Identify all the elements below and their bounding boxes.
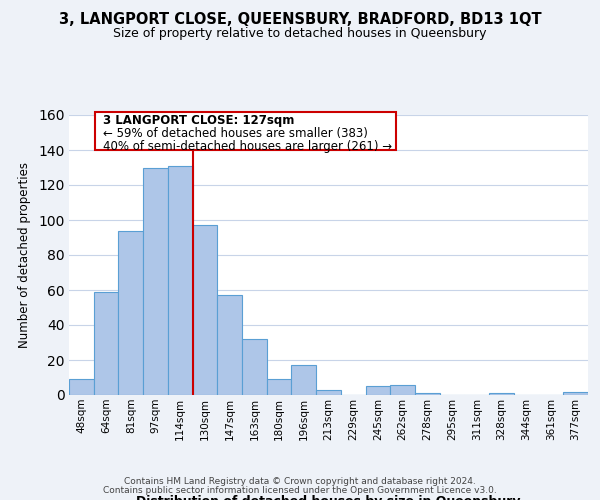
Bar	[415, 393, 440, 395]
Bar	[242, 339, 267, 395]
Text: 3, LANGPORT CLOSE, QUEENSBURY, BRADFORD, BD13 1QT: 3, LANGPORT CLOSE, QUEENSBURY, BRADFORD,…	[59, 12, 541, 28]
FancyBboxPatch shape	[95, 112, 396, 150]
Bar	[217, 295, 242, 395]
X-axis label: Distribution of detached houses by size in Queensbury: Distribution of detached houses by size …	[136, 496, 521, 500]
Text: ← 59% of detached houses are smaller (383): ← 59% of detached houses are smaller (38…	[103, 127, 368, 140]
Text: Contains public sector information licensed under the Open Government Licence v3: Contains public sector information licen…	[103, 486, 497, 495]
Bar	[69, 379, 94, 395]
Bar	[193, 225, 217, 395]
Bar	[316, 390, 341, 395]
Bar	[118, 230, 143, 395]
Bar	[94, 292, 118, 395]
Bar	[292, 365, 316, 395]
Text: Size of property relative to detached houses in Queensbury: Size of property relative to detached ho…	[113, 28, 487, 40]
Text: 3 LANGPORT CLOSE: 127sqm: 3 LANGPORT CLOSE: 127sqm	[103, 114, 294, 128]
Bar	[489, 393, 514, 395]
Bar	[168, 166, 193, 395]
Bar	[267, 379, 292, 395]
Bar	[143, 168, 168, 395]
Y-axis label: Number of detached properties: Number of detached properties	[19, 162, 31, 348]
Text: Contains HM Land Registry data © Crown copyright and database right 2024.: Contains HM Land Registry data © Crown c…	[124, 477, 476, 486]
Text: 40% of semi-detached houses are larger (261) →: 40% of semi-detached houses are larger (…	[103, 140, 392, 152]
Bar	[365, 386, 390, 395]
Bar	[390, 384, 415, 395]
Bar	[563, 392, 588, 395]
